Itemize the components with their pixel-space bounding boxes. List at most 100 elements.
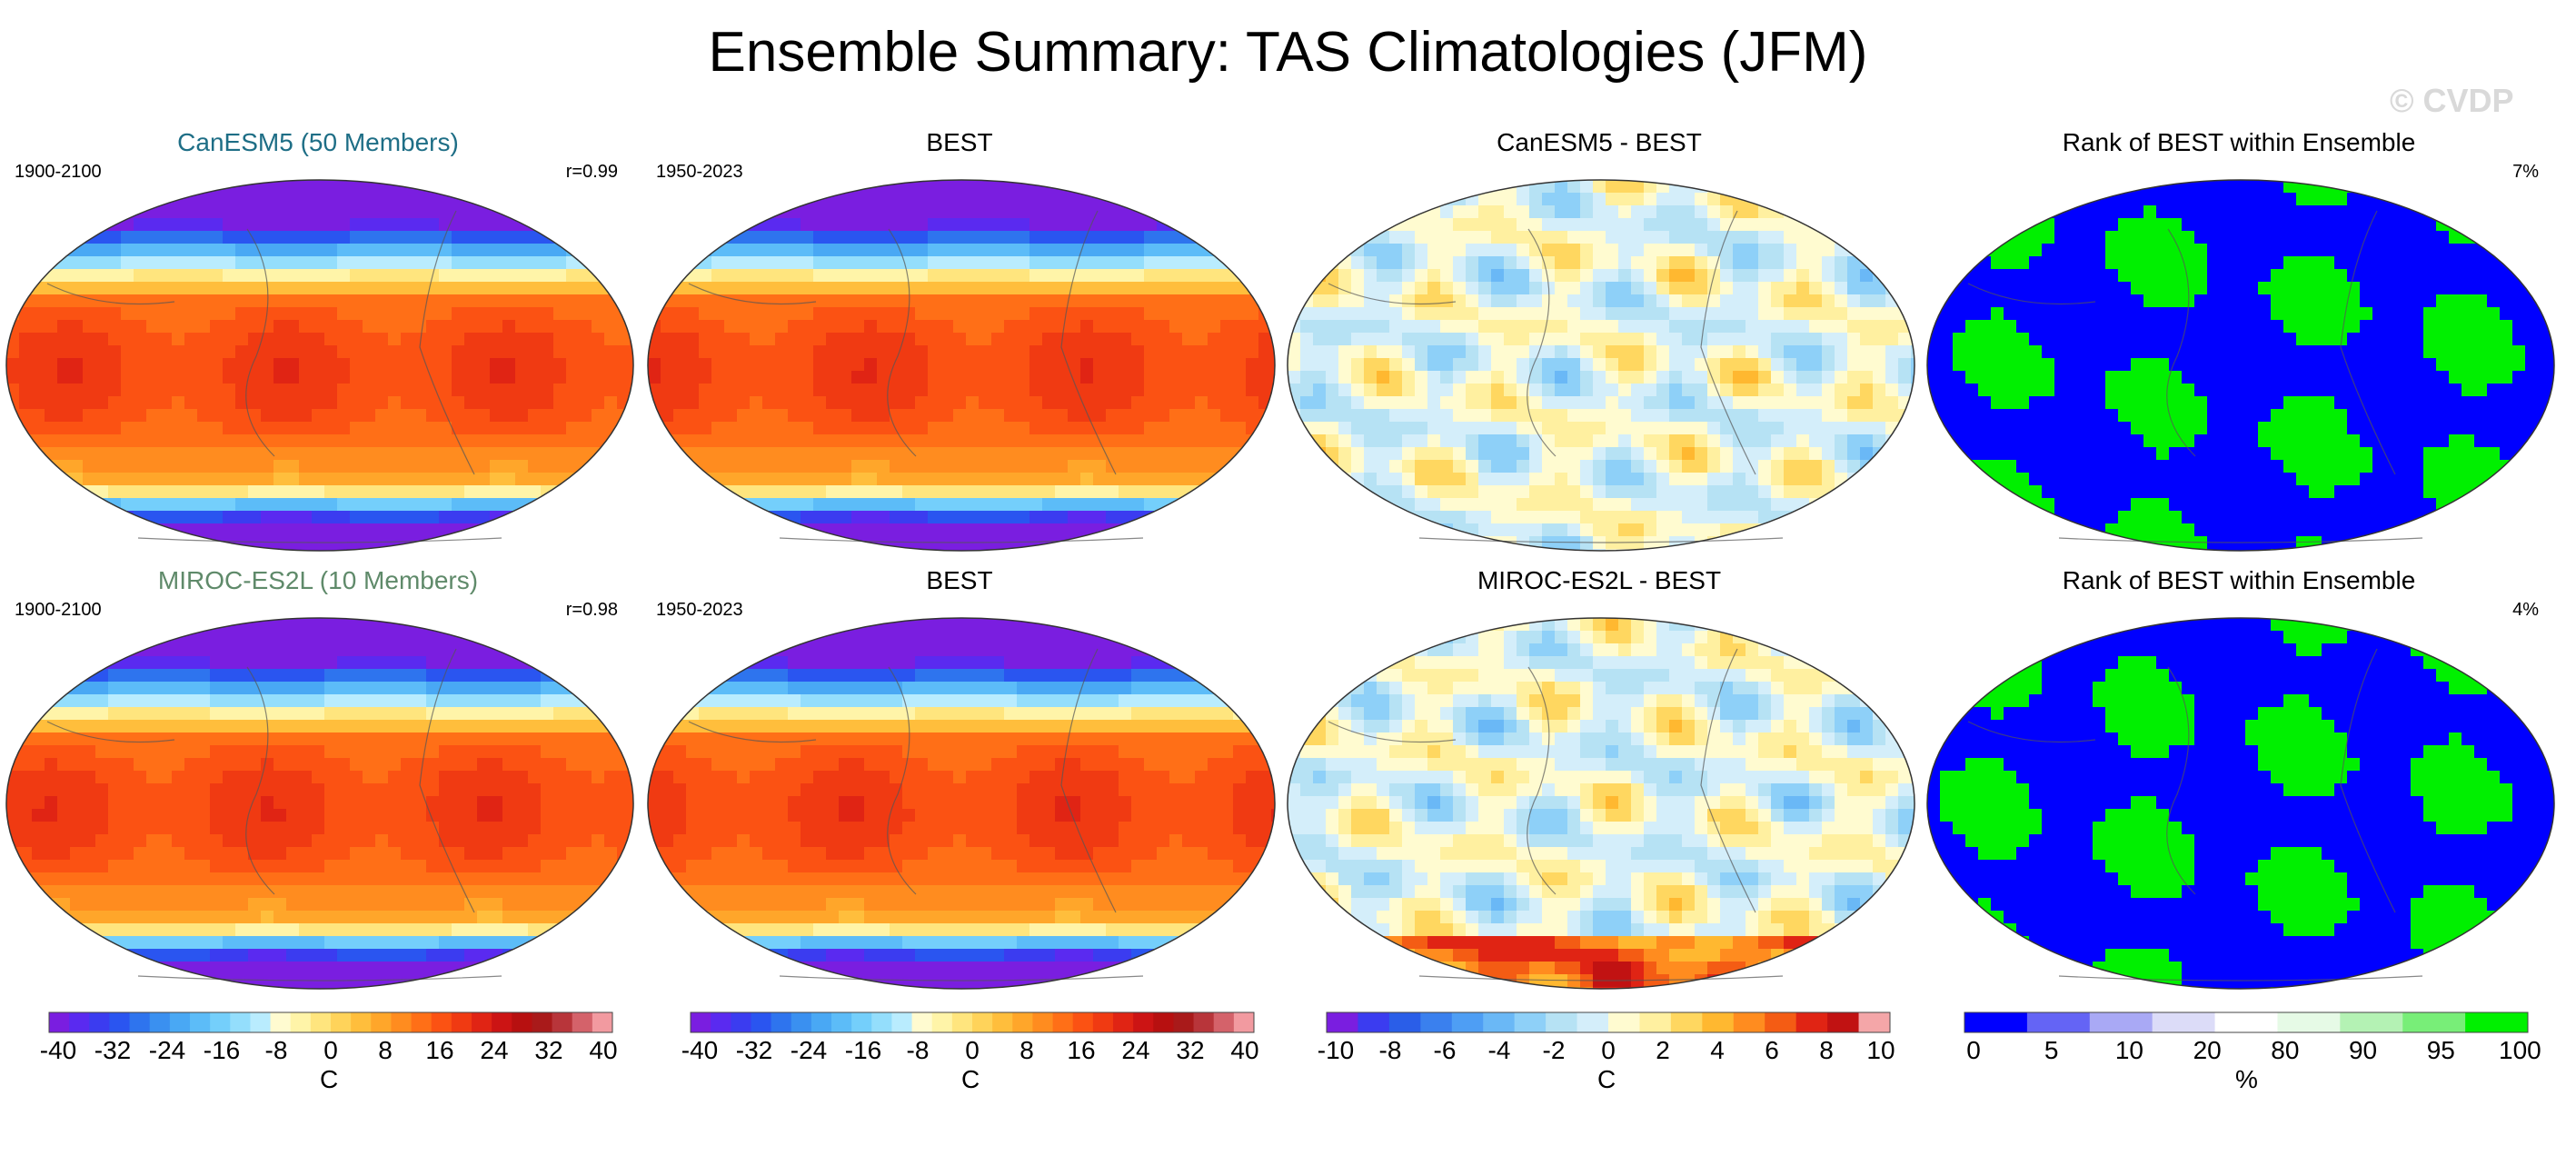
colorbar-tick-label: -16: [202, 1036, 242, 1065]
colorbar-tick-label: -24: [789, 1036, 829, 1065]
colorbar-tick-label: 90: [2343, 1036, 2383, 1065]
colorbar-swatch: [1765, 1012, 1796, 1032]
colorbar-tick-label: -24: [147, 1036, 187, 1065]
panel-title: CanESM5 - BEST: [1281, 127, 1917, 158]
colorbar-swatch: [230, 1012, 251, 1032]
colorbar-swatch: [1389, 1012, 1421, 1032]
colorbar-swatch: [1577, 1012, 1609, 1032]
colorbar-tick-label: 32: [529, 1036, 569, 1065]
colorbar-tick-label: 0: [311, 1036, 351, 1065]
map-panel: MIROC-ES2L - BEST: [1281, 565, 1917, 1002]
colorbar-swatch: [972, 1012, 993, 1032]
colorbar-tick-label: 0: [1954, 1036, 1994, 1065]
map-panel: Rank of BEST within Ensemble 7%: [1921, 127, 2557, 563]
map-panel: Rank of BEST within Ensemble 4%: [1921, 565, 2557, 1002]
stat-caption: 4%: [2512, 600, 2539, 621]
colorbar-tick-label: -4: [1479, 1036, 1519, 1065]
colorbar-swatch: [1964, 1012, 2027, 1032]
colorbar-tick-label: 16: [1061, 1036, 1101, 1065]
colorbar-tick-label: 40: [583, 1036, 623, 1065]
colorbar-swatch: [2277, 1012, 2340, 1032]
colorbar-swatch: [1194, 1012, 1215, 1032]
colorbar-tick-label: -32: [734, 1036, 774, 1065]
colorbar-tick-label: 32: [1170, 1036, 1210, 1065]
colorbar-tick-label: -6: [1425, 1036, 1465, 1065]
colorbar-swatch: [1452, 1012, 1484, 1032]
colorbar-swatch: [1053, 1012, 1074, 1032]
colorbar-swatch: [1153, 1012, 1174, 1032]
colorbar-swatch: [1214, 1012, 1235, 1032]
colorbar-swatch: [1639, 1012, 1671, 1032]
colorbar-swatch: [992, 1012, 1013, 1032]
colorbar-swatch: [771, 1012, 792, 1032]
colorbar-swatch: [851, 1012, 872, 1032]
stat-caption: 7%: [2512, 162, 2539, 183]
colorbar-swatch: [331, 1012, 352, 1032]
panel-title: MIROC-ES2L (10 Members): [0, 565, 636, 596]
colorbar-swatch: [2215, 1012, 2278, 1032]
colorbar-unit: C: [961, 1065, 980, 1094]
colorbar-tick-label: 20: [2187, 1036, 2227, 1065]
colorbar-swatch: [691, 1012, 711, 1032]
colorbar-tick-label: 100: [2499, 1036, 2539, 1065]
colorbar-swatch: [1173, 1012, 1194, 1032]
colorbar-tick-label: -8: [256, 1036, 296, 1065]
colorbar-swatch: [472, 1012, 492, 1032]
colorbar-swatch: [130, 1012, 151, 1032]
colorbar-swatch: [711, 1012, 731, 1032]
colorbar-swatch: [109, 1012, 130, 1032]
stat-caption: r=0.99: [566, 162, 618, 183]
colorbar-swatch: [1032, 1012, 1053, 1032]
colorbar-tick-label: 0: [952, 1036, 992, 1065]
colorbar-swatch: [412, 1012, 433, 1032]
colorbar-tick-label: 80: [2265, 1036, 2305, 1065]
colorbar-swatch: [1608, 1012, 1640, 1032]
colorbar-swatch: [1483, 1012, 1515, 1032]
colorbar-swatch: [1113, 1012, 1134, 1032]
colorbar-swatch: [371, 1012, 392, 1032]
colorbar-tick-label: -40: [680, 1036, 720, 1065]
colorbar-tick-label: -2: [1534, 1036, 1574, 1065]
colorbar-swatch: [731, 1012, 751, 1032]
colorbar-tick-label: 8: [365, 1036, 405, 1065]
colorbar-tick-label: 95: [2421, 1036, 2461, 1065]
colorbar-swatch: [751, 1012, 771, 1032]
colorbar-tick-label: 4: [1697, 1036, 1737, 1065]
colorbar-swatch: [952, 1012, 973, 1032]
colorbar-swatch: [2340, 1012, 2402, 1032]
global-map: [0, 565, 640, 992]
colorbar-tick-label: 10: [1861, 1036, 1901, 1065]
colorbar-swatch: [1671, 1012, 1703, 1032]
panel-title: MIROC-ES2L - BEST: [1281, 565, 1917, 596]
colorbar-swatch: [2402, 1012, 2465, 1032]
colorbar-tick-label: -16: [843, 1036, 883, 1065]
colorbar-tick-label: 24: [474, 1036, 514, 1065]
colorbar-swatch: [1859, 1012, 1891, 1032]
global-map: [1921, 565, 2561, 992]
colorbar-tick-label: 6: [1752, 1036, 1792, 1065]
colorbar-swatch: [210, 1012, 231, 1032]
colorbar-swatch: [871, 1012, 892, 1032]
colorbar-swatches: [47, 1011, 629, 1038]
colorbar-tick-label: 8: [1806, 1036, 1846, 1065]
colorbar-swatch: [1073, 1012, 1094, 1032]
colorbar-swatch: [1012, 1012, 1033, 1032]
colorbar-swatch: [2090, 1012, 2153, 1032]
panel-title: Rank of BEST within Ensemble: [1921, 127, 2557, 158]
panel-title: Rank of BEST within Ensemble: [1921, 565, 2557, 596]
colorbar-tick-label: -32: [93, 1036, 133, 1065]
colorbar-swatch: [512, 1012, 532, 1032]
colorbar-tick-label: 0: [1588, 1036, 1628, 1065]
colorbar-tick-label: 24: [1116, 1036, 1156, 1065]
colorbar-swatch: [49, 1012, 70, 1032]
colorbar-swatch: [1234, 1012, 1255, 1032]
colorbar-swatch: [831, 1012, 852, 1032]
colorbar-tick-label: -8: [1370, 1036, 1410, 1065]
colorbar-tick-label: 16: [420, 1036, 460, 1065]
colorbar-swatch: [791, 1012, 812, 1032]
period-caption: 1900-2100: [15, 162, 102, 183]
